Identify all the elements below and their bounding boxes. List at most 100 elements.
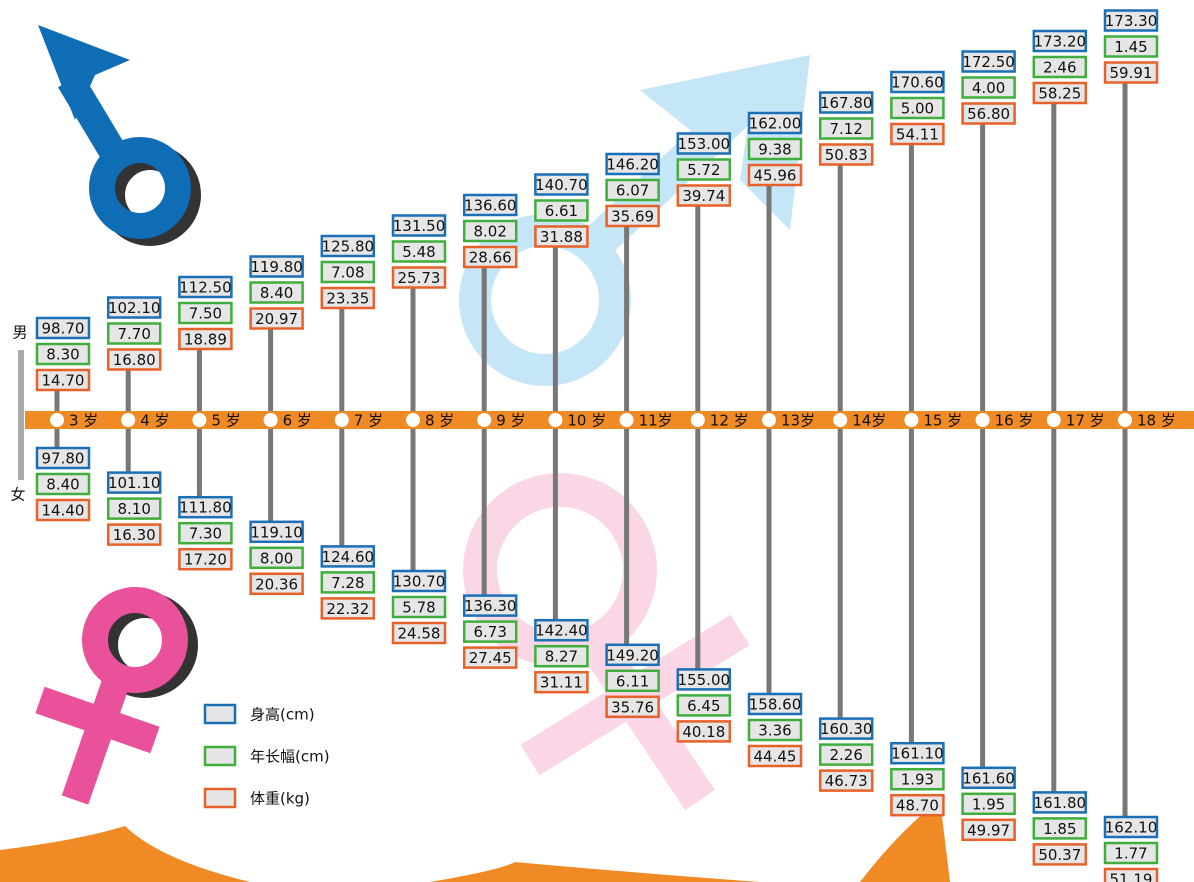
value-label: 119.80 [250, 258, 303, 276]
value-label: 25.73 [398, 269, 441, 287]
value-label: 161.80 [1034, 794, 1087, 812]
value-label: 162.00 [749, 115, 802, 133]
male-label: 男 [12, 324, 27, 342]
wave [0, 826, 250, 882]
value-label: 50.37 [1038, 846, 1081, 864]
value-label: 44.45 [754, 748, 797, 766]
value-label: 7.70 [117, 325, 150, 343]
value-label: 119.10 [250, 523, 303, 541]
age-marker [334, 412, 350, 428]
age-label: 13岁 [781, 412, 815, 430]
value-label: 8.40 [260, 284, 293, 302]
value-label: 136.30 [464, 597, 517, 615]
legend-swatch [205, 789, 235, 807]
value-label: 8.30 [46, 346, 79, 364]
value-label: 1.85 [1043, 820, 1076, 838]
value-label: 140.70 [535, 176, 588, 194]
age-label: 6 岁 [283, 412, 312, 430]
value-label: 22.32 [326, 600, 369, 618]
value-label: 1.77 [1114, 845, 1147, 863]
value-label: 1.93 [901, 771, 934, 789]
age-label: 8 岁 [425, 412, 454, 430]
value-label: 8.27 [545, 648, 578, 666]
value-label: 46.73 [825, 772, 868, 790]
age-label: 16 岁 [995, 412, 1034, 430]
age-label: 3 岁 [69, 412, 98, 430]
value-label: 16.80 [113, 351, 156, 369]
value-label: 40.18 [682, 723, 725, 741]
value-label: 7.30 [189, 525, 222, 543]
value-label: 54.11 [896, 126, 939, 144]
value-label: 149.20 [606, 646, 659, 664]
value-label: 7.08 [331, 264, 364, 282]
value-label: 24.58 [398, 625, 441, 643]
value-label: 5.78 [402, 599, 435, 617]
age-label: 10 岁 [567, 412, 606, 430]
legend-swatch [205, 747, 235, 765]
age-label: 18 岁 [1137, 412, 1176, 430]
age-label: 11岁 [639, 412, 673, 430]
value-label: 45.96 [754, 167, 797, 185]
side-bar [18, 350, 24, 480]
value-label: 5.00 [901, 100, 934, 118]
value-label: 97.80 [42, 450, 85, 468]
value-label: 16.30 [113, 526, 156, 544]
value-label: 173.30 [1105, 12, 1158, 30]
value-label: 6.11 [616, 672, 649, 690]
age-marker [1117, 412, 1133, 428]
age-label: 5 岁 [211, 412, 240, 430]
value-label: 167.80 [820, 94, 873, 112]
age-label: 4 岁 [140, 412, 169, 430]
value-label: 158.60 [749, 696, 802, 714]
value-label: 35.76 [611, 698, 654, 716]
value-label: 5.72 [687, 161, 720, 179]
value-label: 9.38 [758, 141, 791, 159]
value-label: 6.45 [687, 697, 720, 715]
value-label: 172.50 [962, 53, 1015, 71]
value-label: 6.73 [473, 623, 506, 641]
value-label: 173.20 [1034, 33, 1087, 51]
value-label: 2.46 [1043, 59, 1076, 77]
value-label: 48.70 [896, 797, 939, 815]
value-label: 131.50 [393, 217, 446, 235]
value-label: 18.89 [184, 331, 227, 349]
value-label: 161.10 [891, 745, 944, 763]
age-marker [690, 412, 706, 428]
value-label: 124.60 [322, 548, 375, 566]
age-marker [1046, 412, 1062, 428]
age-marker [761, 412, 777, 428]
age-marker [547, 412, 563, 428]
age-label: 9 岁 [496, 412, 525, 430]
value-label: 8.00 [260, 549, 293, 567]
value-label: 56.80 [967, 105, 1010, 123]
age-marker [120, 412, 136, 428]
age-label: 15 岁 [923, 412, 962, 430]
legend-label: 身高(cm) [250, 706, 315, 724]
value-label: 23.35 [326, 290, 369, 308]
age-marker [191, 412, 207, 428]
age-marker [903, 412, 919, 428]
value-label: 8.10 [117, 500, 150, 518]
value-label: 4.00 [972, 79, 1005, 97]
age-marker [263, 412, 279, 428]
legend-swatch [205, 705, 235, 723]
value-label: 111.80 [179, 499, 232, 517]
male-symbol [38, 25, 188, 233]
value-label: 7.12 [829, 120, 862, 138]
age-marker [49, 412, 65, 428]
value-label: 7.28 [331, 574, 364, 592]
female-label: 女 [10, 486, 25, 504]
value-label: 130.70 [393, 573, 446, 591]
value-label: 49.97 [967, 821, 1010, 839]
age-label: 12 岁 [710, 412, 749, 430]
value-label: 5.48 [402, 243, 435, 261]
value-label: 136.60 [464, 197, 517, 215]
value-label: 3.36 [758, 722, 791, 740]
value-label: 155.00 [678, 671, 731, 689]
value-label: 8.40 [46, 476, 79, 494]
value-label: 27.45 [469, 649, 512, 667]
female-symbol [40, 600, 185, 800]
value-label: 98.70 [42, 320, 85, 338]
value-label: 125.80 [322, 238, 375, 256]
value-label: 170.60 [891, 74, 944, 92]
